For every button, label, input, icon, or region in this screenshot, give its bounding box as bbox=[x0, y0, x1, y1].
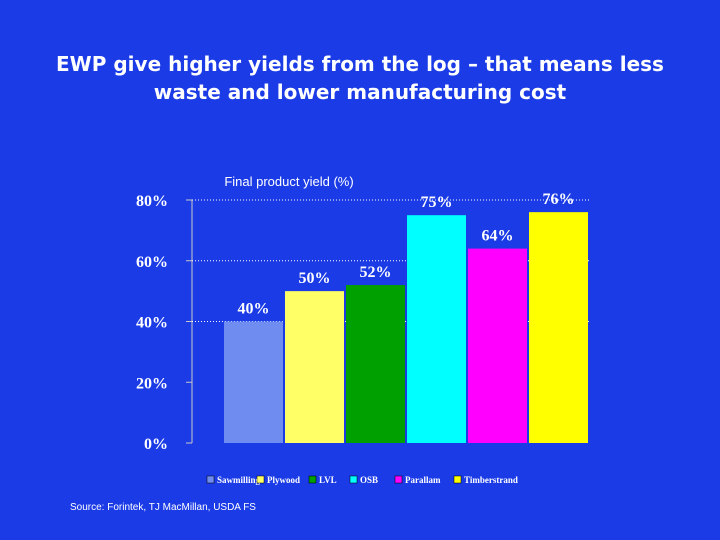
legend-swatch bbox=[206, 475, 215, 484]
legend-label: Timberstrand bbox=[464, 475, 518, 485]
source-note: Source: Forintek, TJ MacMillan, USDA FS bbox=[70, 502, 256, 513]
y-tick-label: 0% bbox=[144, 436, 168, 453]
data-label: 40% bbox=[238, 301, 270, 318]
legend: Sawmilling Plywood LVL OSB Parallam Timberstr… bbox=[206, 475, 518, 485]
bar-sawmilling bbox=[224, 321, 283, 443]
legend-label: OSB bbox=[360, 475, 378, 485]
bar-plywood bbox=[285, 291, 344, 443]
legend-label: LVL bbox=[319, 475, 337, 485]
bar-lvl bbox=[346, 285, 405, 443]
data-label: 50% bbox=[299, 270, 331, 287]
legend-swatch bbox=[349, 475, 358, 484]
y-tick-label: 40% bbox=[136, 315, 168, 332]
legend-label: Plywood bbox=[267, 475, 300, 485]
data-label: 52% bbox=[360, 264, 392, 281]
bar-parallam bbox=[468, 248, 527, 443]
legend-swatch bbox=[308, 475, 317, 484]
data-label: 75% bbox=[421, 194, 453, 211]
y-tick-label: 60% bbox=[136, 254, 168, 271]
legend-swatch bbox=[256, 475, 265, 484]
legend-label: Sawmilling bbox=[217, 475, 261, 485]
y-tick-label: 80% bbox=[136, 193, 168, 210]
legend-swatch bbox=[394, 475, 403, 484]
data-label: 76% bbox=[543, 191, 575, 208]
y-tick-label: 20% bbox=[136, 375, 168, 392]
bar-osb bbox=[407, 215, 466, 443]
bar-timberstrand bbox=[529, 212, 588, 443]
data-label: 64% bbox=[482, 228, 514, 245]
legend-swatch bbox=[453, 475, 462, 484]
chart-subtitle: Final product yield (%) bbox=[224, 174, 353, 189]
legend-label: Parallam bbox=[405, 475, 441, 485]
slide-title: EWP give higher yields from the log – th… bbox=[56, 52, 664, 104]
